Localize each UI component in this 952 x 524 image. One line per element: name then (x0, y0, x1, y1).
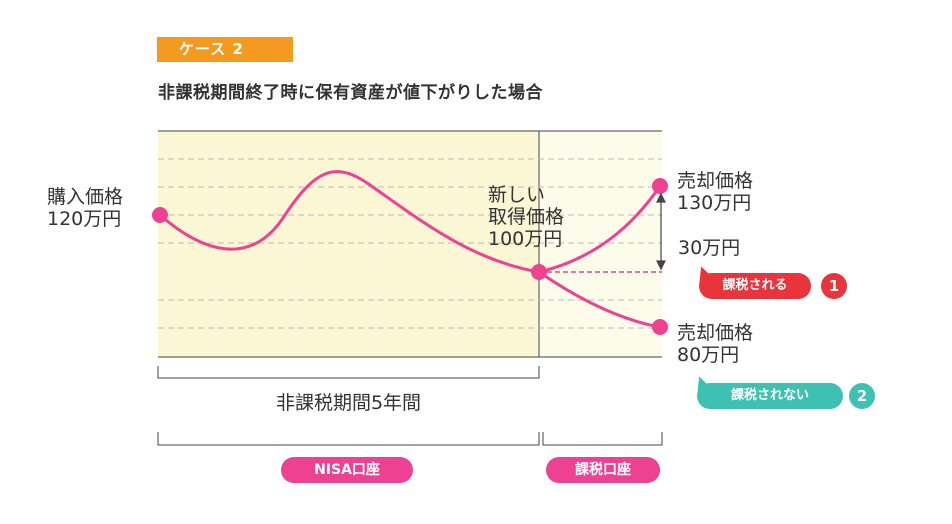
sell-price-down-label: 売却価格 80万円 (677, 322, 754, 366)
not-taxed-number-badge: 2 (849, 383, 875, 409)
sell-price-up-label: 売却価格 130万円 (677, 170, 754, 214)
price-curve-down (538, 270, 661, 329)
acquisition-point (531, 264, 547, 280)
sell-down-point (652, 319, 668, 335)
price-curve (159, 170, 540, 274)
case-badge: ケース 2 (157, 37, 293, 62)
taxable-account-pill: 課税口座 (546, 457, 660, 483)
grid-lines (158, 158, 662, 329)
difference-arrow (656, 192, 666, 271)
new-acquisition-price-label: 新しい 取得価格 100万円 (488, 184, 565, 250)
price-curve-up (538, 185, 662, 274)
nisa-zone (158, 131, 539, 357)
period-bracket (157, 366, 540, 379)
taxed-badge: 課税される (699, 273, 811, 299)
page-title: 非課税期間終了時に保有資産が値下がりした場合 (158, 83, 543, 103)
purchase-price-label: 購入価格 120万円 (47, 186, 124, 230)
nontax-period-label: 非課税期間5年間 (275, 392, 422, 414)
nisa-account-pill: NISA口座 (281, 457, 413, 483)
account-brackets (157, 432, 663, 446)
taxed-number-badge: 1 (821, 273, 847, 299)
not-taxed-badge: 課税されない (697, 383, 843, 409)
difference-label: 30万円 (678, 237, 741, 259)
purchase-point (152, 207, 168, 223)
sell-up-point (652, 178, 668, 194)
